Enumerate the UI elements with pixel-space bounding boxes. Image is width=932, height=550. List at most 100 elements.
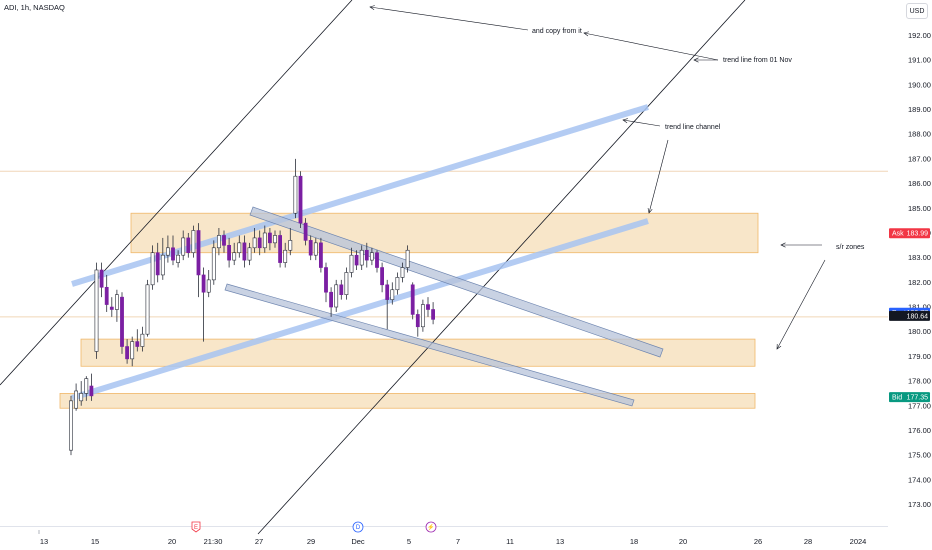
x-tick-label: Dec xyxy=(351,537,365,546)
candle-body[interactable] xyxy=(125,346,130,360)
candle-body[interactable] xyxy=(89,385,94,397)
candle-body[interactable] xyxy=(242,242,247,261)
down-channel-upper[interactable] xyxy=(249,206,664,358)
candle-body[interactable] xyxy=(104,286,109,305)
annotation-text: and copy from it xyxy=(532,28,582,35)
candle-body[interactable] xyxy=(171,247,175,261)
candle-body[interactable] xyxy=(339,284,344,295)
annotation-text: trend line channel xyxy=(665,124,721,131)
y-tick-label: 188.00 xyxy=(908,130,931,139)
candle-body[interactable] xyxy=(222,235,226,246)
arrow-zone-middle[interactable] xyxy=(776,259,826,350)
candle-body[interactable] xyxy=(84,378,89,394)
candle-body[interactable] xyxy=(380,267,385,286)
candle-body[interactable] xyxy=(237,242,242,254)
zone-lower[interactable] xyxy=(59,393,756,409)
price-axis[interactable] xyxy=(888,0,932,550)
candle-body[interactable] xyxy=(334,284,339,308)
candle-body[interactable] xyxy=(426,304,430,310)
trend-channel-lower[interactable] xyxy=(71,218,649,401)
zone-upper[interactable] xyxy=(130,212,759,254)
candle-body[interactable] xyxy=(410,284,415,315)
candle-body[interactable] xyxy=(288,240,293,251)
trend-line-from-01-nov[interactable] xyxy=(0,0,353,386)
candle-body[interactable] xyxy=(395,277,400,291)
y-tick-label: 179.00 xyxy=(908,352,931,361)
candle-body[interactable] xyxy=(257,237,262,249)
candle-body[interactable] xyxy=(354,254,359,266)
candle-body[interactable] xyxy=(313,242,318,256)
candle-body[interactable] xyxy=(211,247,216,281)
candle-body[interactable] xyxy=(298,175,303,224)
candle-body[interactable] xyxy=(145,284,150,335)
candle-body[interactable] xyxy=(160,254,165,276)
candle-body[interactable] xyxy=(329,291,334,308)
price-tag-ask[interactable]: Ask 183.99 xyxy=(889,228,930,239)
candle-body[interactable] xyxy=(369,252,374,261)
candle-body[interactable] xyxy=(217,235,221,249)
candle-body[interactable] xyxy=(349,254,354,273)
annotation-text: trend line from 01 Nov xyxy=(723,57,792,64)
candle-body[interactable] xyxy=(283,249,288,263)
candle-body[interactable] xyxy=(324,267,328,293)
candle-body[interactable] xyxy=(109,306,114,310)
candle-body[interactable] xyxy=(201,274,206,293)
candle-body[interactable] xyxy=(115,294,119,310)
candle-body[interactable] xyxy=(227,245,232,261)
candle-body[interactable] xyxy=(94,269,99,352)
candle-body[interactable] xyxy=(120,296,124,347)
dividend-event-icon[interactable] xyxy=(352,521,364,533)
candle-body[interactable] xyxy=(252,237,257,249)
candle-body[interactable] xyxy=(247,247,252,261)
candle-body[interactable] xyxy=(166,247,170,256)
symbol-title[interactable]: ADI, 1h, NASDAQ xyxy=(4,3,65,12)
price-tag-last[interactable]: 180.64 xyxy=(889,310,930,321)
candle-body[interactable] xyxy=(431,309,436,320)
candle-body[interactable] xyxy=(140,333,145,347)
candle-body[interactable] xyxy=(79,393,84,402)
candle-body[interactable] xyxy=(364,249,369,261)
candle-body[interactable] xyxy=(267,232,272,244)
candle-body[interactable] xyxy=(181,237,186,256)
price-tag-bid[interactable]: Bid 177.35 xyxy=(889,392,930,403)
candle-body[interactable] xyxy=(99,269,104,288)
candle-body[interactable] xyxy=(344,272,349,295)
candle-body[interactable] xyxy=(308,240,313,256)
split-event-icon[interactable] xyxy=(425,521,437,533)
candle-body[interactable] xyxy=(130,341,135,360)
candle-body[interactable] xyxy=(303,222,308,241)
candle-body[interactable] xyxy=(278,235,283,263)
candle-body[interactable] xyxy=(150,252,155,286)
candle-body[interactable] xyxy=(69,400,73,451)
candle-body[interactable] xyxy=(385,284,390,300)
candle-body[interactable] xyxy=(273,235,277,244)
candle-body[interactable] xyxy=(405,249,410,268)
earnings-event-icon[interactable] xyxy=(191,521,201,533)
candle-body[interactable] xyxy=(375,252,379,268)
arrow-channel-note[interactable] xyxy=(622,119,661,127)
candle-body[interactable] xyxy=(74,390,79,409)
down-channel-lower[interactable] xyxy=(224,283,635,407)
candle-body[interactable] xyxy=(206,279,211,293)
arrow-copy-note[interactable] xyxy=(369,6,529,31)
candle-body[interactable] xyxy=(415,314,420,328)
candle-body[interactable] xyxy=(176,254,181,263)
candle-body[interactable] xyxy=(232,252,237,261)
candle-body[interactable] xyxy=(196,230,201,276)
candle-body[interactable] xyxy=(186,237,191,254)
candle-body[interactable] xyxy=(420,304,425,328)
candle-body[interactable] xyxy=(318,242,323,268)
candle-body[interactable] xyxy=(155,252,160,276)
candle-body[interactable] xyxy=(191,230,196,254)
arrow-trend-note[interactable] xyxy=(583,32,719,61)
x-tick-label: 29 xyxy=(307,537,315,546)
arrow-channel-lower[interactable] xyxy=(648,139,669,214)
candle-body[interactable] xyxy=(400,267,405,278)
candle-body[interactable] xyxy=(293,175,298,214)
candle-body[interactable] xyxy=(135,341,140,347)
candle-body[interactable] xyxy=(262,232,267,249)
currency-button[interactable]: USD xyxy=(906,3,928,19)
candle-body[interactable] xyxy=(359,249,364,266)
candle-body[interactable] xyxy=(390,289,395,300)
